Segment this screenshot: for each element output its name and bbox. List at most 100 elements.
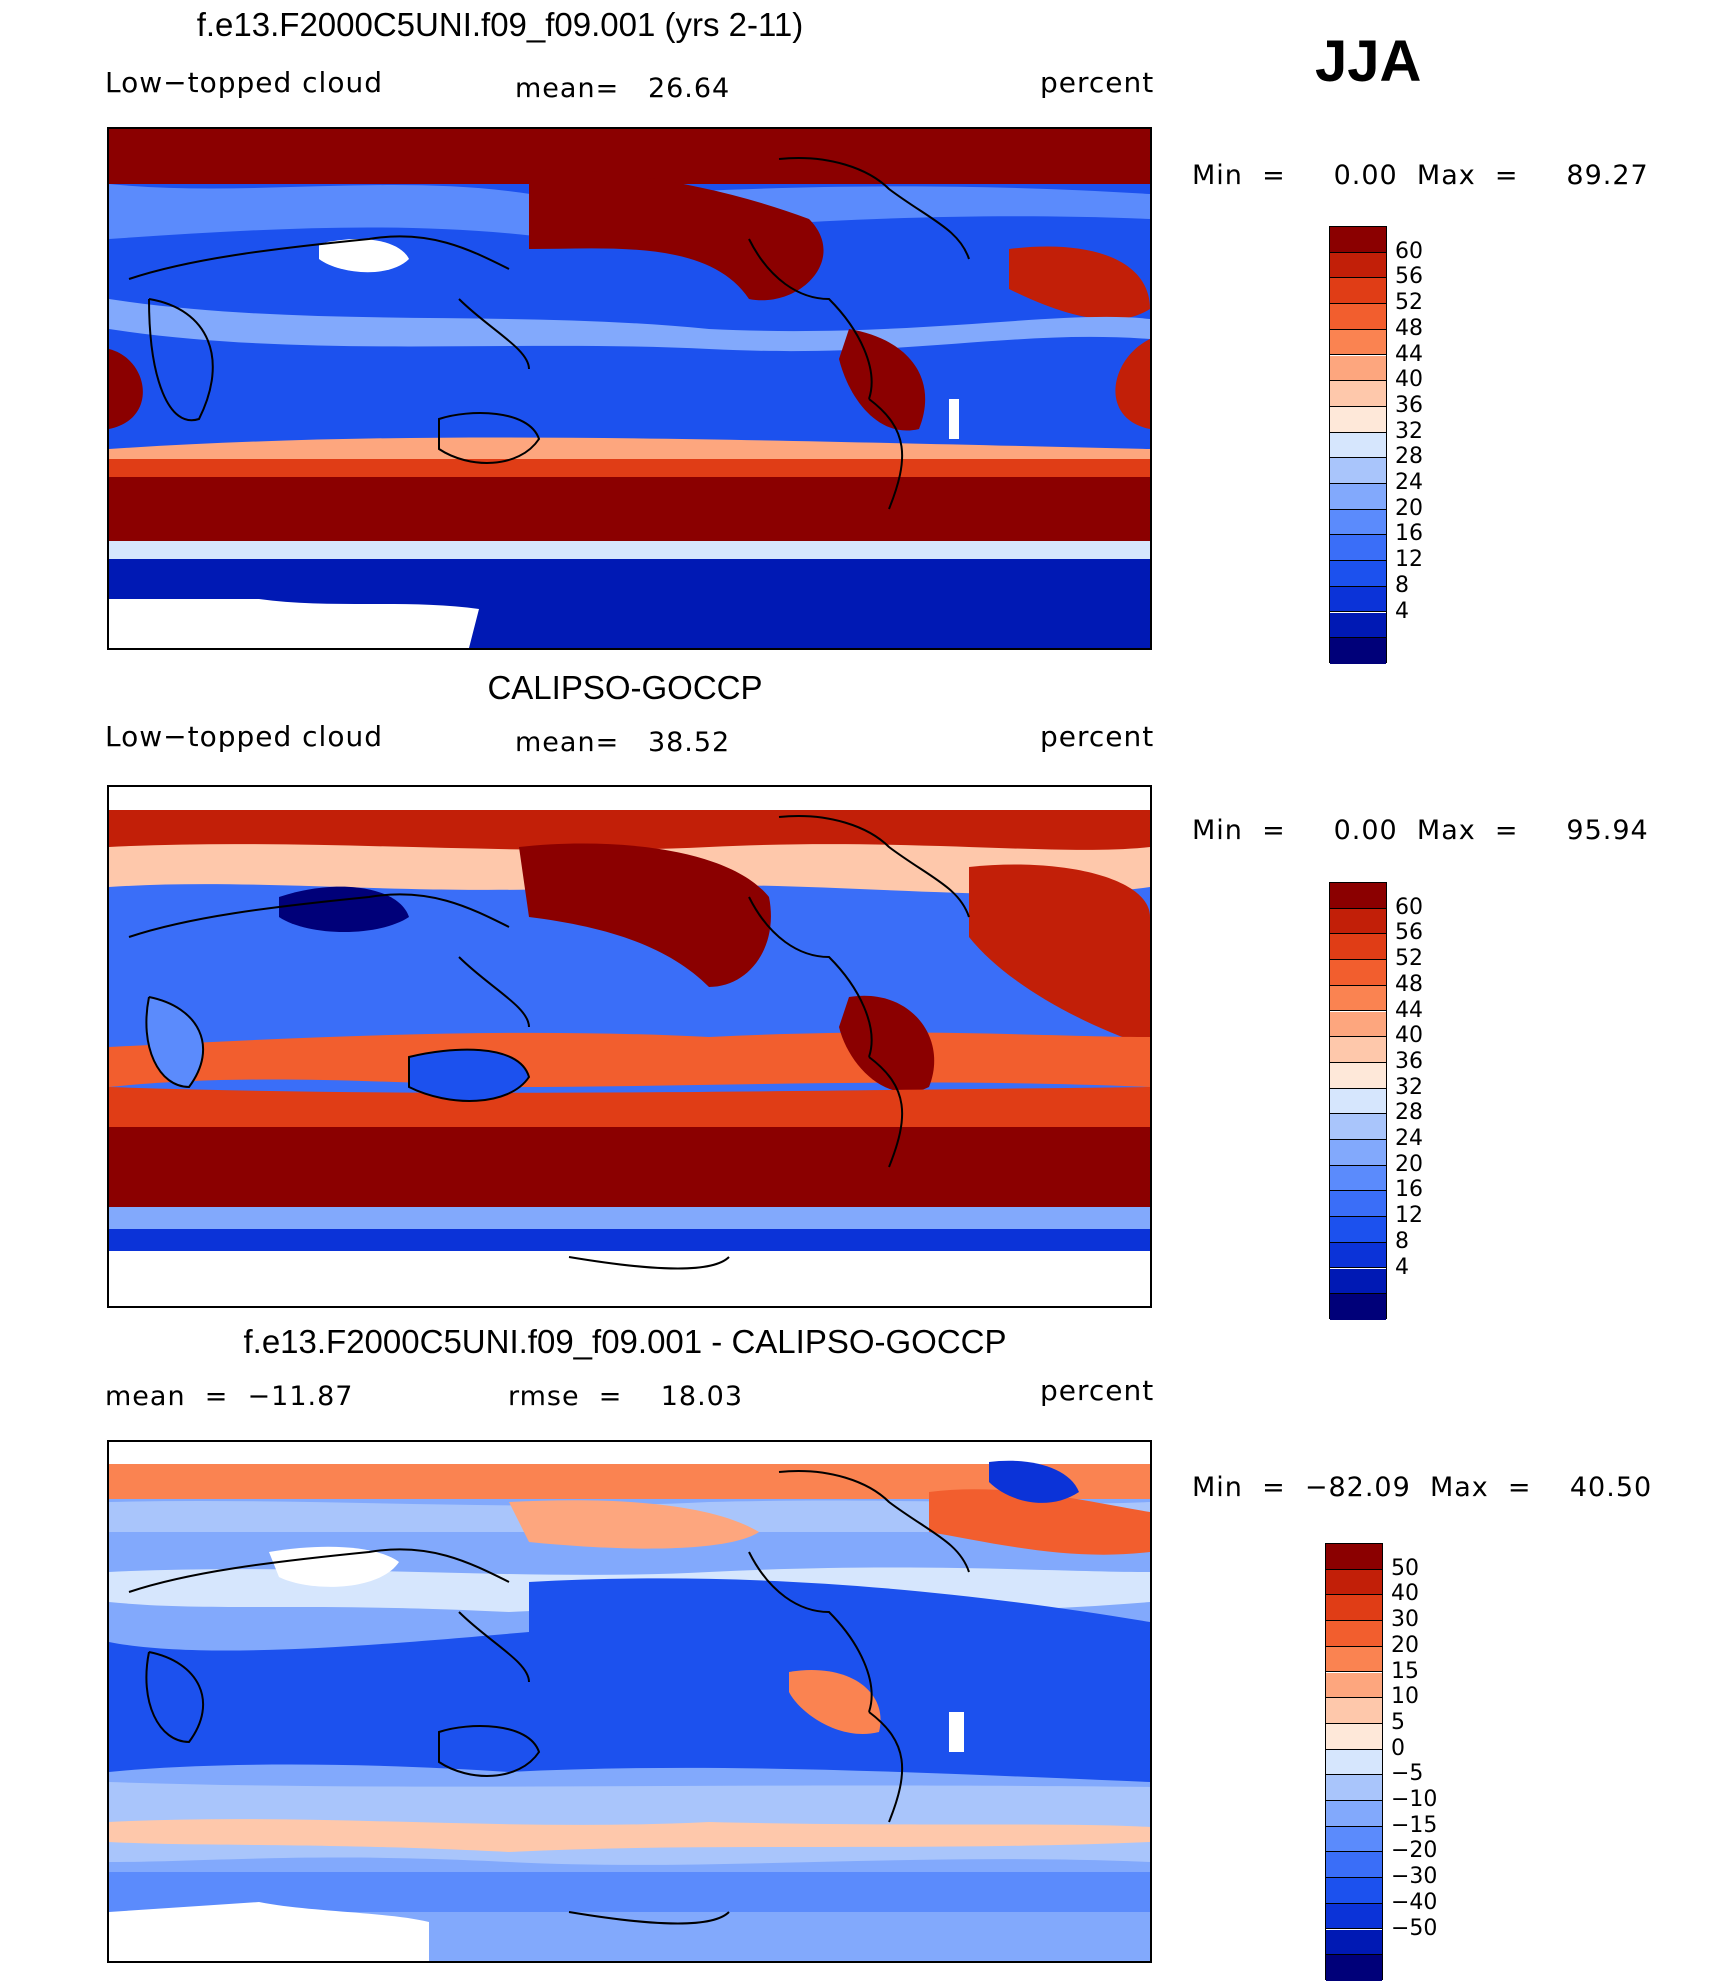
- panel2-variable-label: Low−topped cloud: [105, 720, 383, 753]
- colorbar-swatch: [1330, 329, 1386, 356]
- colorbar-swatch: [1326, 1723, 1382, 1750]
- panel3-mean: mean = −11.87: [105, 1381, 354, 1412]
- colorbar-swatch: [1330, 355, 1386, 382]
- panel3-rmse: rmse = 18.03: [508, 1381, 744, 1412]
- colorbar-tick-label: 8: [1395, 572, 1409, 598]
- colorbar-swatch: [1330, 484, 1386, 510]
- colorbar-tick-label: −10: [1391, 1787, 1438, 1812]
- colorbar-tick-label: 52: [1395, 290, 1423, 316]
- colorbar-tick-label: 24: [1395, 470, 1423, 495]
- colorbar-swatch: [1326, 1569, 1382, 1596]
- colorbar-swatch: [1330, 586, 1386, 613]
- colorbar-tick-label: −30: [1391, 1864, 1438, 1890]
- colorbar-swatch: [1326, 1698, 1382, 1724]
- colorbar-swatch: [1326, 1621, 1382, 1647]
- panel3-minmax: Min = −82.09 Max = 40.50: [1192, 1472, 1653, 1503]
- colorbar-swatch: [1330, 1242, 1386, 1269]
- colorbar-swatch: [1330, 278, 1386, 305]
- colorbar-swatch: [1330, 381, 1386, 407]
- colorbar-tick-label: 12: [1395, 1203, 1423, 1229]
- colorbar-swatch: [1330, 252, 1386, 279]
- colorbar-tick-label: 4: [1395, 598, 1409, 624]
- season-label: JJA: [1315, 29, 1422, 94]
- panel2-mean: mean= 38.52: [515, 727, 731, 758]
- colorbar-swatch: [1330, 934, 1386, 961]
- colorbar-tick-label: 60: [1395, 894, 1423, 920]
- colorbar-tick-label: 30: [1391, 1607, 1419, 1633]
- colorbar-tick-label: 16: [1395, 1177, 1423, 1203]
- colorbar-tick-label: −50: [1391, 1915, 1438, 1941]
- panel2-minmax: Min = 0.00 Max = 95.94: [1192, 815, 1649, 846]
- colorbar-swatch: [1330, 406, 1386, 433]
- colorbar-tick-label: −40: [1391, 1889, 1438, 1915]
- colorbar-swatch: [1330, 535, 1386, 562]
- colorbar-swatch: [1330, 908, 1386, 935]
- colorbar-tick-label: 32: [1395, 1074, 1423, 1100]
- panel1-colorbar-swatches: [1329, 226, 1387, 664]
- colorbar-tick-label: 8: [1395, 1228, 1409, 1254]
- colorbar-tick-label: 20: [1395, 495, 1423, 521]
- colorbar-swatch: [1326, 1749, 1382, 1776]
- colorbar-tick-label: −15: [1391, 1812, 1438, 1838]
- panel3-map: [107, 1440, 1152, 1963]
- colorbar-tick-label: 20: [1391, 1632, 1419, 1658]
- colorbar-swatch: [1326, 1672, 1382, 1699]
- colorbar-tick-label: 12: [1395, 547, 1423, 573]
- colorbar-tick-label: 4: [1395, 1254, 1409, 1280]
- colorbar-swatch: [1330, 304, 1386, 330]
- panel1-variable-label: Low−topped cloud: [105, 66, 383, 99]
- colorbar-swatch: [1330, 1165, 1386, 1192]
- colorbar-swatch: [1326, 1801, 1382, 1827]
- colorbar-swatch: [1330, 432, 1386, 459]
- colorbar-tick-label: 36: [1395, 1048, 1423, 1074]
- colorbar-swatch: [1330, 1294, 1386, 1320]
- colorbar-swatch: [1326, 1775, 1382, 1801]
- panel1-minmax: Min = 0.00 Max = 89.27: [1192, 160, 1649, 191]
- colorbar-tick-label: 20: [1395, 1151, 1423, 1177]
- colorbar-tick-label: 16: [1395, 521, 1423, 547]
- colorbar-tick-label: 28: [1395, 1100, 1423, 1126]
- panel2-map: [107, 785, 1152, 1308]
- colorbar-tick-label: 36: [1395, 392, 1423, 418]
- panel3-units: percent: [1040, 1374, 1155, 1407]
- colorbar-swatch: [1330, 227, 1386, 253]
- colorbar-swatch: [1330, 1217, 1386, 1243]
- colorbar-swatch: [1326, 1955, 1382, 1981]
- colorbar-swatch: [1326, 1544, 1382, 1570]
- colorbar-swatch: [1326, 1903, 1382, 1930]
- colorbar-tick-label: 60: [1395, 238, 1423, 264]
- colorbar-swatch: [1330, 1011, 1386, 1038]
- panel2-title: CALIPSO-GOCCP: [487, 669, 763, 706]
- colorbar-tick-label: 56: [1395, 264, 1423, 290]
- colorbar-swatch: [1330, 638, 1386, 664]
- colorbar-tick-label: −5: [1391, 1761, 1424, 1787]
- colorbar-tick-label: 48: [1395, 315, 1423, 341]
- colorbar-tick-label: 15: [1391, 1658, 1419, 1684]
- colorbar-swatch: [1330, 1037, 1386, 1063]
- colorbar-swatch: [1330, 1268, 1386, 1295]
- colorbar-tick-label: 50: [1391, 1555, 1419, 1581]
- colorbar-swatch: [1330, 458, 1386, 484]
- colorbar-tick-label: 40: [1391, 1581, 1419, 1607]
- colorbar-tick-label: 0: [1391, 1735, 1405, 1761]
- colorbar-tick-label: 52: [1395, 946, 1423, 972]
- panel3-colorbar-swatches: [1325, 1543, 1383, 1981]
- colorbar-tick-label: 28: [1395, 444, 1423, 470]
- colorbar-swatch: [1330, 561, 1386, 587]
- colorbar-swatch: [1330, 883, 1386, 909]
- colorbar-tick-label: 44: [1395, 341, 1423, 367]
- colorbar-swatch: [1326, 1929, 1382, 1956]
- colorbar-swatch: [1326, 1852, 1382, 1879]
- colorbar-tick-label: 10: [1391, 1684, 1419, 1710]
- colorbar-swatch: [1326, 1595, 1382, 1622]
- colorbar-swatch: [1330, 1088, 1386, 1115]
- colorbar-swatch: [1330, 509, 1386, 536]
- colorbar-tick-label: 40: [1395, 367, 1423, 393]
- colorbar-swatch: [1330, 985, 1386, 1012]
- panel3-field: [109, 1442, 1150, 1961]
- colorbar-swatch: [1326, 1878, 1382, 1904]
- colorbar-swatch: [1330, 1191, 1386, 1218]
- colorbar-tick-label: 5: [1391, 1709, 1405, 1735]
- colorbar-tick-label: 24: [1395, 1126, 1423, 1151]
- panel3-title: f.e13.F2000C5UNI.f09_f09.001 - CALIPSO-G…: [243, 1323, 1007, 1360]
